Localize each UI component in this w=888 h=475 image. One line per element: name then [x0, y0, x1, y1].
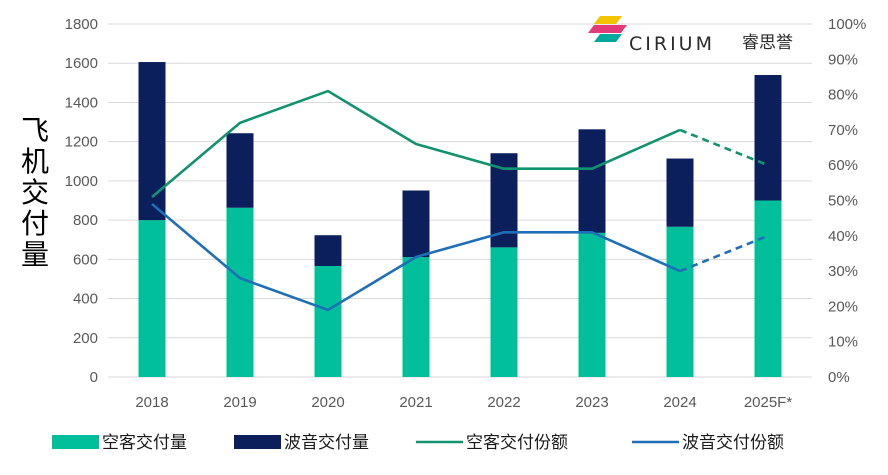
- x-tick-label: 2022: [487, 394, 520, 411]
- bar-boeing: [666, 158, 694, 227]
- left-axis-ticks: 0 200 400 600 800 1000 1200 1400 1600 1800: [65, 16, 98, 386]
- y-tick-label: 200: [73, 330, 98, 347]
- y-axis-label-char: 机: [21, 145, 49, 178]
- x-tick-label: 2024: [663, 394, 696, 411]
- x-tick-label: 2019: [223, 394, 256, 411]
- y2-tick-label: 30%: [828, 263, 858, 280]
- y-tick-label: 1600: [65, 55, 98, 72]
- legend-label: 空客交付量: [102, 433, 187, 453]
- right-axis-ticks: 0% 10% 20% 30% 40% 50% 60% 70% 80% 90% 100%: [828, 16, 866, 386]
- bar-airbus: [666, 226, 694, 377]
- y2-tick-label: 20%: [828, 298, 858, 315]
- x-tick-label: 2025F*: [744, 394, 793, 411]
- y2-tick-label: 40%: [828, 228, 858, 245]
- bar-airbus: [754, 200, 782, 377]
- y2-tick-label: 0%: [828, 369, 850, 386]
- cirium-logo: CIRIUM 睿思誉: [588, 16, 793, 55]
- bar-airbus: [226, 207, 254, 377]
- bar-airbus: [578, 232, 606, 377]
- x-tick-label: 2021: [399, 394, 432, 411]
- legend: 空客交付量 波音交付量 空客交付份额 波音交付份额: [52, 433, 784, 453]
- y-tick-label: 1000: [65, 173, 98, 190]
- line-boeing-share-forecast: [679, 234, 769, 273]
- legend-label: 波音交付量: [284, 433, 369, 453]
- y2-tick-label: 10%: [828, 334, 858, 351]
- legend-swatch: [234, 435, 281, 449]
- y-axis-label-char: 量: [21, 238, 49, 271]
- y-tick-label: 1400: [65, 94, 98, 111]
- y-tick-label: 600: [73, 251, 98, 268]
- line-airbus-share-forecast: [679, 128, 769, 167]
- brand-name: CIRIUM: [629, 33, 715, 55]
- y2-tick-label: 50%: [828, 193, 858, 210]
- x-tick-label: 2018: [135, 394, 168, 411]
- line-airbus-share: [151, 89, 681, 198]
- y-tick-label: 1800: [65, 16, 98, 33]
- y-axis-label-char: 飞: [21, 114, 49, 147]
- gridlines: [108, 23, 812, 378]
- bar-boeing: [226, 133, 254, 208]
- bar-airbus: [314, 266, 342, 377]
- line-series: [151, 89, 769, 312]
- legend-label: 空客交付份额: [466, 433, 568, 453]
- legend-swatch: [52, 435, 99, 449]
- y2-tick-label: 80%: [828, 87, 858, 104]
- x-tick-label: 2020: [311, 394, 344, 411]
- x-axis-ticks: 2018 2019 2020 2021 2022 2023 2024 2025F*: [135, 394, 792, 411]
- bar-airbus: [138, 220, 166, 377]
- bar-boeing: [402, 190, 430, 258]
- y-axis-label-char: 付: [21, 207, 49, 240]
- bar-airbus: [490, 247, 518, 377]
- y-axis-label-char: 交: [21, 176, 49, 209]
- y-tick-label: 0: [90, 369, 98, 386]
- bar-series: [138, 62, 782, 377]
- bar-airbus: [402, 257, 430, 377]
- y-tick-label: 800: [73, 212, 98, 229]
- y2-tick-label: 90%: [828, 51, 858, 68]
- y2-tick-label: 100%: [828, 16, 866, 33]
- x-tick-label: 2023: [575, 394, 608, 411]
- y-tick-label: 1200: [65, 134, 98, 151]
- brand-name-cn: 睿思誉: [742, 33, 793, 53]
- bar-boeing: [578, 129, 606, 233]
- bar-boeing: [138, 62, 166, 221]
- bar-boeing: [314, 235, 342, 267]
- y-tick-label: 400: [73, 291, 98, 308]
- legend-label: 波音交付份额: [682, 433, 784, 453]
- bar-boeing: [754, 74, 782, 201]
- cirium-mark-icon: [588, 16, 627, 42]
- y2-tick-label: 70%: [828, 122, 858, 139]
- y2-tick-label: 60%: [828, 157, 858, 174]
- line-boeing-share: [151, 203, 681, 312]
